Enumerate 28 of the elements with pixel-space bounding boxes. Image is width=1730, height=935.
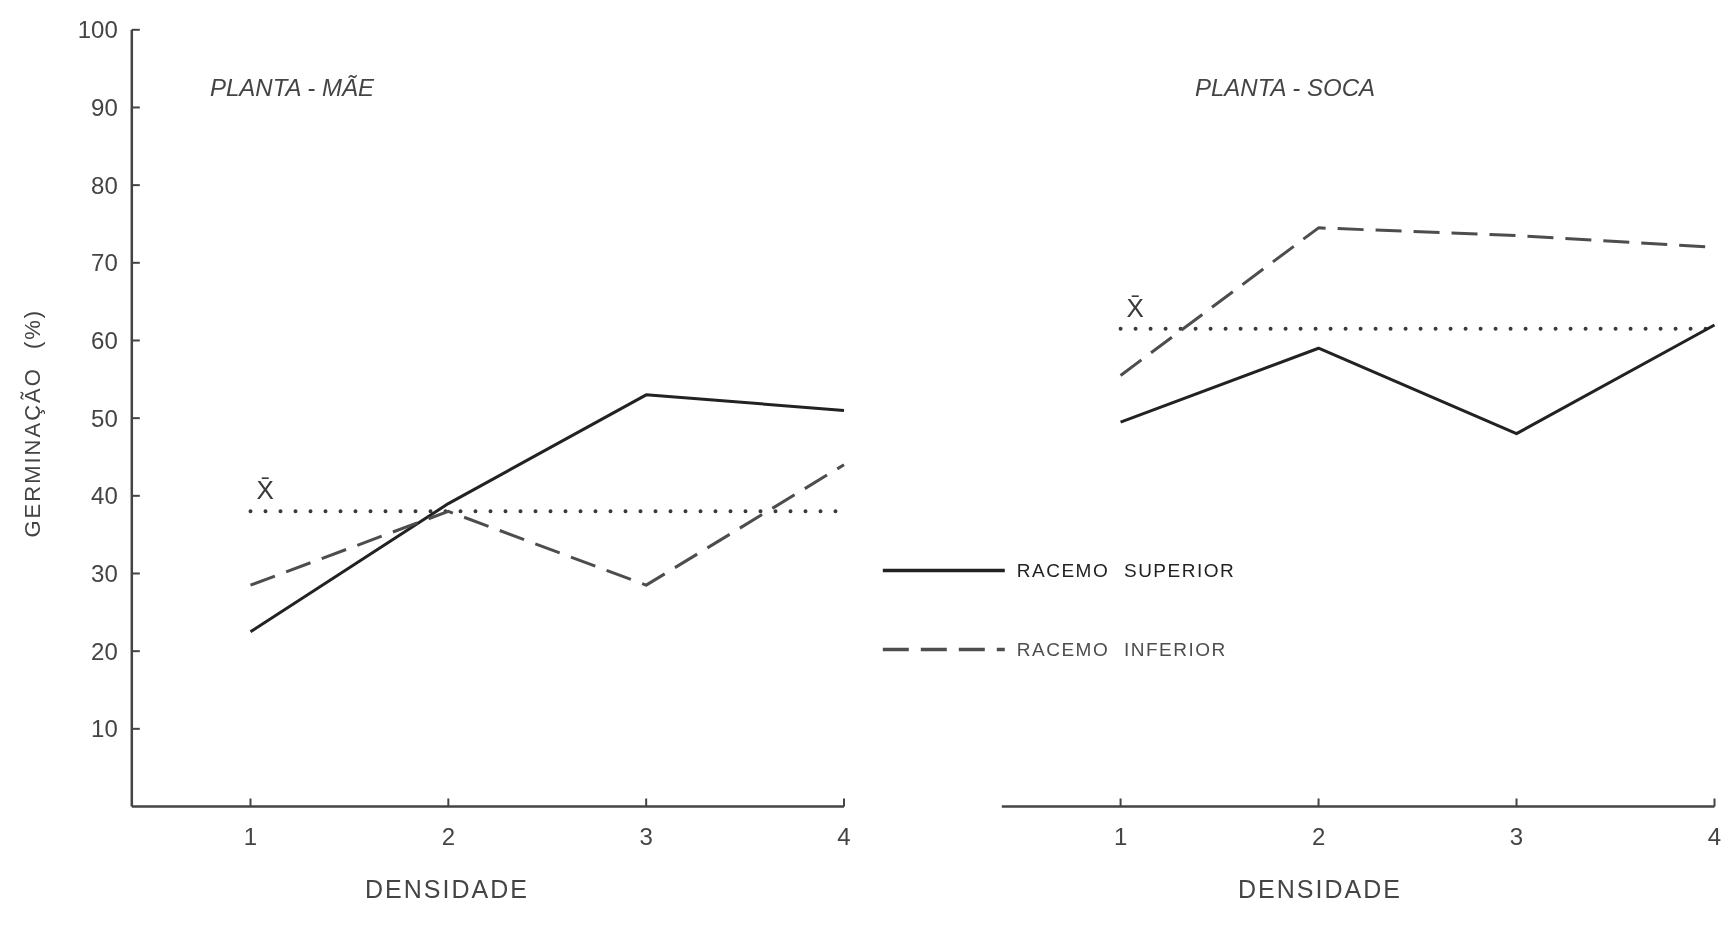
y-tick-label: 90 <box>91 93 118 121</box>
y-tick-label: 60 <box>91 326 118 354</box>
line-series <box>249 393 846 634</box>
text: PLANTA - SOCA <box>1195 74 1376 101</box>
y-tick-label: 20 <box>91 637 118 665</box>
text: PLANTA - MÃE <box>210 74 376 101</box>
y-tick-label: 40 <box>91 482 118 510</box>
x-tick-label: 4 <box>837 823 851 850</box>
y-tick-label: 80 <box>91 171 118 199</box>
text: RACEMO INFERIOR <box>1016 639 1227 661</box>
y-tick-label: 70 <box>91 249 118 277</box>
ref-line-label: X̄ <box>1126 292 1144 323</box>
text: RACEMO SUPERIOR <box>1016 560 1236 582</box>
x-tick-label: 1 <box>243 823 258 850</box>
x-tick-label: 2 <box>441 823 456 850</box>
y-tick-label: 30 <box>91 559 118 587</box>
x-tick-label: 3 <box>1509 823 1524 850</box>
y-tick-label: 10 <box>91 715 118 743</box>
y-tick-label: 50 <box>91 404 118 432</box>
x-axis-title: DENSIDADE <box>1238 875 1402 903</box>
x-tick-label: 4 <box>1707 823 1722 850</box>
x-tick-label: 1 <box>1113 823 1128 850</box>
y-tick-label: 100 <box>77 16 118 44</box>
x-tick-label: 2 <box>1311 823 1326 850</box>
ref-line-label: X̄ <box>256 475 274 506</box>
x-axis-title: DENSIDADE <box>365 875 529 903</box>
y-axis-title: GERMINAÇÃO (%) <box>20 308 45 538</box>
x-tick-label: 3 <box>639 823 653 850</box>
